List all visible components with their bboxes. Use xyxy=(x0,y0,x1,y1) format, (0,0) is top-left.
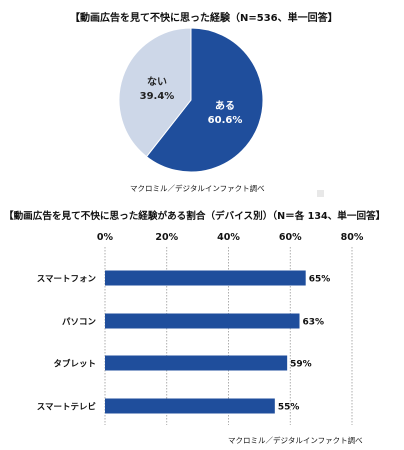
pie-slice-label-1: ない xyxy=(147,76,167,88)
category-label-2: タブレット xyxy=(53,359,96,370)
x-tick-label-0: 0% xyxy=(97,232,114,243)
pie-slice-0 xyxy=(145,27,264,173)
bar-chart: 0% 20% 40% 60% 80% スマートフォン 65% パソコン 63% タブレット 59% ス… xyxy=(37,232,364,425)
x-tick-label-3: 60% xyxy=(279,232,302,243)
category-label-0: スマートフォン xyxy=(37,275,97,285)
category-label-3: スマートテレビ xyxy=(37,402,97,413)
bar-1 xyxy=(105,313,300,329)
pie-slice-label-0: ある xyxy=(215,99,235,112)
bar-0 xyxy=(105,270,306,286)
bar-value-label-0: 65% xyxy=(309,275,331,285)
bar-value-label-1: 63% xyxy=(303,318,325,328)
pie-slice-value-1: 39.4% xyxy=(140,91,175,102)
x-tick-label-4: 80% xyxy=(341,232,364,243)
decorative-square xyxy=(317,190,324,197)
bar-2 xyxy=(105,355,288,371)
bar-value-label-3: 55% xyxy=(278,403,300,413)
bar-3 xyxy=(105,398,275,414)
pie-chart-title: 【動画広告を見て不快に思った経験（N=536、単一回答】 xyxy=(70,13,338,24)
bar-chart-title: 【動画広告を見て不快に思った経験がある割合（デバイス別）（N＝各 134、単一回… xyxy=(4,211,386,222)
pie-chart: ある 60.6% ない 39.4% xyxy=(118,27,264,173)
x-tick-label-1: 20% xyxy=(155,232,178,243)
pie-chart-source: マクロミル／デジタルインファクト調べ xyxy=(130,184,265,193)
pie-slice-1 xyxy=(118,27,192,158)
pie-slice-value-0: 60.6% xyxy=(208,115,243,126)
x-tick-label-2: 40% xyxy=(217,232,240,243)
bar-chart-source: マクロミル／デジタルインファクト調べ xyxy=(228,436,363,445)
category-label-1: パソコン xyxy=(62,317,97,328)
bar-value-label-2: 59% xyxy=(290,360,312,370)
